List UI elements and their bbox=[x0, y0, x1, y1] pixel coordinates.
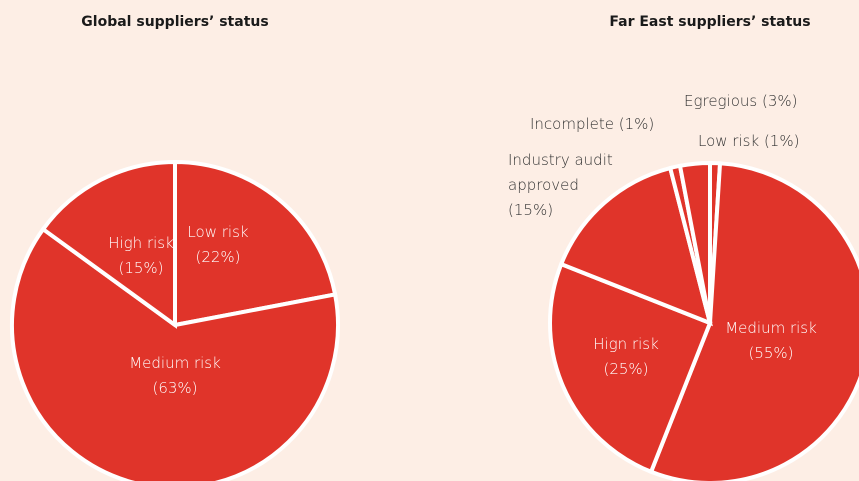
slice-name: High risk bbox=[108, 234, 174, 252]
slice-name: Low risk bbox=[187, 223, 249, 241]
slice-value: (1%) bbox=[618, 115, 655, 133]
slice-label: High risk (15%) bbox=[108, 231, 174, 281]
slice-name: Medium risk bbox=[725, 319, 817, 337]
slice-name: Medium risk bbox=[129, 354, 221, 372]
slice-name: Industry audit approved bbox=[508, 151, 613, 194]
slice-label: Incomplete (1%) bbox=[530, 112, 654, 137]
slice-value: (1%) bbox=[763, 132, 800, 150]
slice-name: Incomplete bbox=[530, 115, 614, 133]
pie-slice bbox=[10, 226, 340, 481]
slice-label: Low risk (1%) bbox=[698, 129, 799, 154]
pie-slice bbox=[677, 160, 712, 324]
pie-slice bbox=[548, 261, 713, 475]
pie-slice bbox=[173, 159, 338, 328]
chart-title: Far East suppliers’ status bbox=[609, 14, 811, 30]
slice-value: (15%) bbox=[118, 259, 164, 277]
slice-label: Medium risk (63%) bbox=[129, 351, 221, 401]
pie-slice bbox=[648, 161, 859, 481]
slice-name: Low risk bbox=[698, 132, 760, 150]
pie-slice bbox=[558, 165, 713, 327]
slice-value: (3%) bbox=[762, 92, 798, 110]
pie-slice bbox=[40, 159, 177, 329]
slice-value: (55%) bbox=[748, 344, 794, 362]
slice-label: Medium risk (55%) bbox=[725, 316, 817, 366]
slice-name: Egregious bbox=[684, 92, 758, 110]
slice-label: Low risk (22%) bbox=[187, 220, 248, 270]
chart-title: Global suppliers’ status bbox=[81, 14, 269, 30]
slice-value: (63%) bbox=[152, 379, 198, 397]
slice-name: Hign risk bbox=[593, 335, 659, 353]
slice-label: Hign risk (25%) bbox=[593, 332, 659, 382]
slice-label: Egregious (3%) bbox=[684, 89, 798, 114]
slice-value: (22%) bbox=[195, 248, 241, 266]
slice-value: (25%) bbox=[603, 360, 649, 378]
slice-label: Industry audit approved (15%) bbox=[508, 148, 623, 223]
slice-value: (15%) bbox=[508, 201, 554, 219]
